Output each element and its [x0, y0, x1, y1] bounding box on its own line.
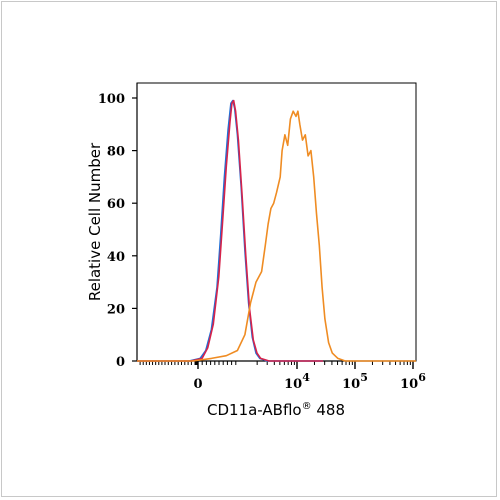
- x-tick-label: 106: [400, 371, 426, 392]
- series-line-3: [137, 110, 416, 362]
- x-axis-title-suffix-text: 488: [316, 401, 345, 419]
- x-axis-title-mark: ®: [302, 401, 312, 412]
- series-line-2: [137, 99, 323, 362]
- y-axis-ticks: 0 20 40 60 80 100: [98, 92, 137, 370]
- y-axis-title: Relative Cell Number: [86, 142, 104, 301]
- y-tick-label: 80: [107, 145, 125, 160]
- series-layer: [137, 99, 416, 362]
- y-tick-label: 40: [107, 250, 125, 265]
- y-tick-label: 60: [107, 197, 125, 212]
- x-tick-label: 0: [193, 377, 202, 392]
- y-tick-label: 20: [107, 302, 125, 317]
- x-tick-label: 104: [284, 371, 310, 392]
- x-axis-ticks: 0 104 105 106: [139, 361, 426, 392]
- y-tick-label: 0: [116, 355, 125, 370]
- x-axis-title: CD11a-ABflo® 488: [207, 401, 345, 419]
- plot-frame: [136, 82, 417, 362]
- x-tick-label: 105: [342, 371, 368, 392]
- y-tick-label: 100: [98, 92, 125, 107]
- x-axis-title-main: CD11a-ABflo: [207, 401, 302, 419]
- series-line-1: [137, 99, 323, 362]
